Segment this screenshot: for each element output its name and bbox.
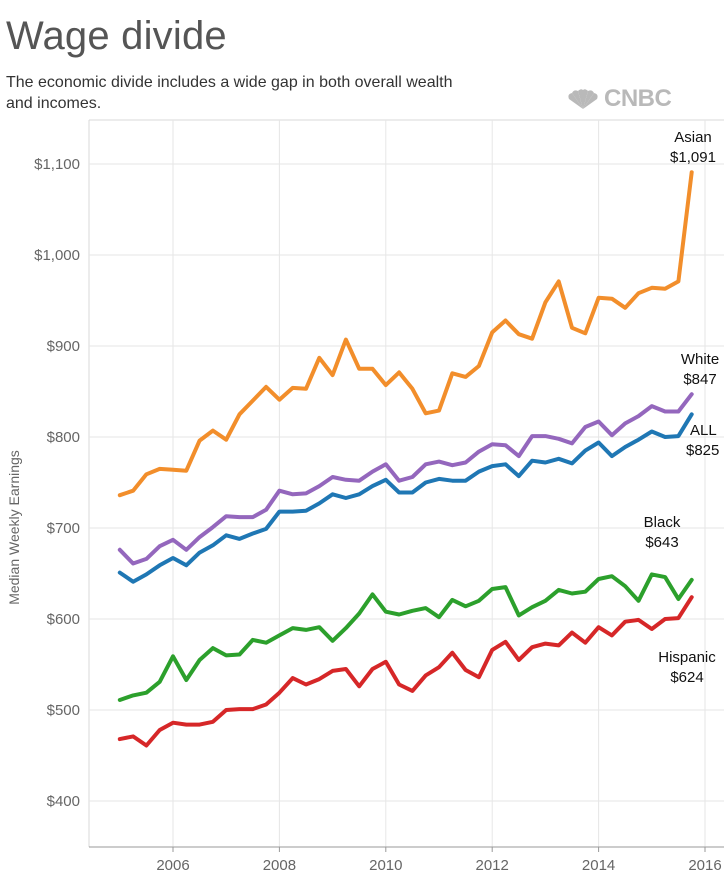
series-line-white [117,392,694,566]
x-tick-label: 2010 [369,857,402,874]
x-tick-label: 2008 [263,857,296,874]
y-tick-label: $900 [47,338,80,355]
y-tick-label: $1,100 [34,156,80,173]
x-tick-label: 2012 [476,857,509,874]
logo-wordmark: CNBC [604,85,672,112]
y-axis-title: Median Weekly Earnings [6,450,22,605]
page-subtitle: The economic divide includes a wide gap … [6,74,453,112]
series-line-black [117,572,694,702]
series-line-all [117,412,694,584]
chart-series-labels: Asian $1,091 White $847 ALL $825 Black $643 Hisp… [644,129,720,686]
page-title: Wage divide [6,14,227,58]
y-tick-label: $400 [47,793,80,810]
series-label-white-name: White [681,351,719,368]
peacock-icon [568,89,598,109]
series-label-asian-value: $1,091 [670,149,716,166]
x-tick-label: 2006 [156,857,189,874]
y-tick-label: $600 [47,611,80,628]
cnbc-logo: CNBC [566,85,672,112]
series-line-asian [117,170,694,498]
series-label-all-value: $825 [686,442,719,459]
series-label-asian-name: Asian [674,129,712,146]
series-label-black-value: $643 [645,534,678,551]
series-label-white-value: $847 [683,371,716,388]
y-tick-label: $700 [47,520,80,537]
y-tick-label: $1,000 [34,247,80,264]
series-label-black-name: Black [644,514,681,531]
chart-lines [117,170,694,748]
series-label-hispanic-value: $624 [670,669,703,686]
x-tick-label: 2014 [582,857,615,874]
y-tick-label: $800 [47,429,80,446]
series-label-hispanic-name: Hispanic [658,649,716,666]
chart-grid [88,119,724,847]
series-line-hispanic [117,595,694,748]
chart-axes: $400 $500 $600 $700 $800 $900 $1,000 $1,100 2006… [6,156,724,874]
x-tick-label: 2016 [688,857,721,874]
y-tick-label: $500 [47,702,80,719]
series-label-all-name: ALL [690,422,717,439]
